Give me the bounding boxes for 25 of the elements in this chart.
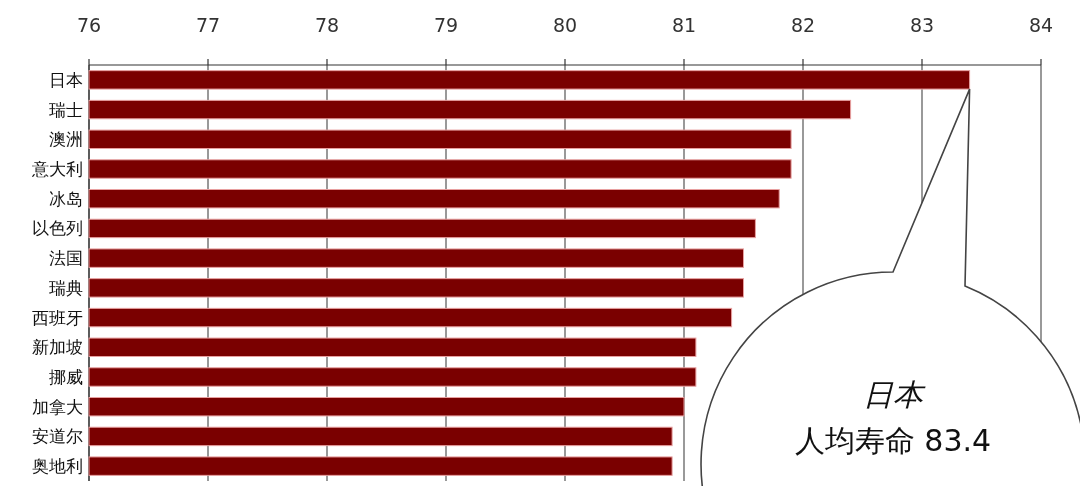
x-tick-label: 83 bbox=[909, 14, 935, 36]
x-tick-label: 79 bbox=[433, 14, 459, 36]
y-tick-label: 日本 bbox=[49, 69, 83, 90]
y-tick-label: 瑞士 bbox=[49, 99, 83, 120]
y-tick-label: 新加坡 bbox=[32, 337, 83, 358]
y-tick-label: 法国 bbox=[49, 248, 83, 269]
x-tick-label: 80 bbox=[552, 14, 578, 36]
x-tick-label: 76 bbox=[76, 14, 102, 36]
y-tick-label: 澳洲 bbox=[49, 129, 83, 150]
x-tick-label: 84 bbox=[1028, 14, 1054, 36]
y-tick-label: 奥地利 bbox=[32, 456, 83, 477]
x-tick-label: 77 bbox=[195, 14, 221, 36]
y-tick-label: 意大利 bbox=[31, 159, 83, 179]
x-tick-label: 78 bbox=[314, 14, 340, 36]
x-tick-label: 81 bbox=[671, 14, 697, 36]
y-tick-label: 安道尔 bbox=[32, 426, 83, 447]
y-tick-label: 西班牙 bbox=[32, 307, 83, 328]
x-tick-label: 82 bbox=[790, 14, 816, 36]
y-tick-label: 以色列 bbox=[32, 218, 83, 239]
annotation: 人均寿命 83.4 bbox=[794, 423, 992, 458]
y-tick-label: 加拿大 bbox=[32, 396, 83, 417]
y-tick-label: 冰岛 bbox=[49, 188, 83, 209]
y-tick-label: 瑞典 bbox=[49, 277, 83, 298]
annotation: 日本 bbox=[863, 377, 926, 412]
y-tick-label: 挪威 bbox=[49, 367, 83, 387]
